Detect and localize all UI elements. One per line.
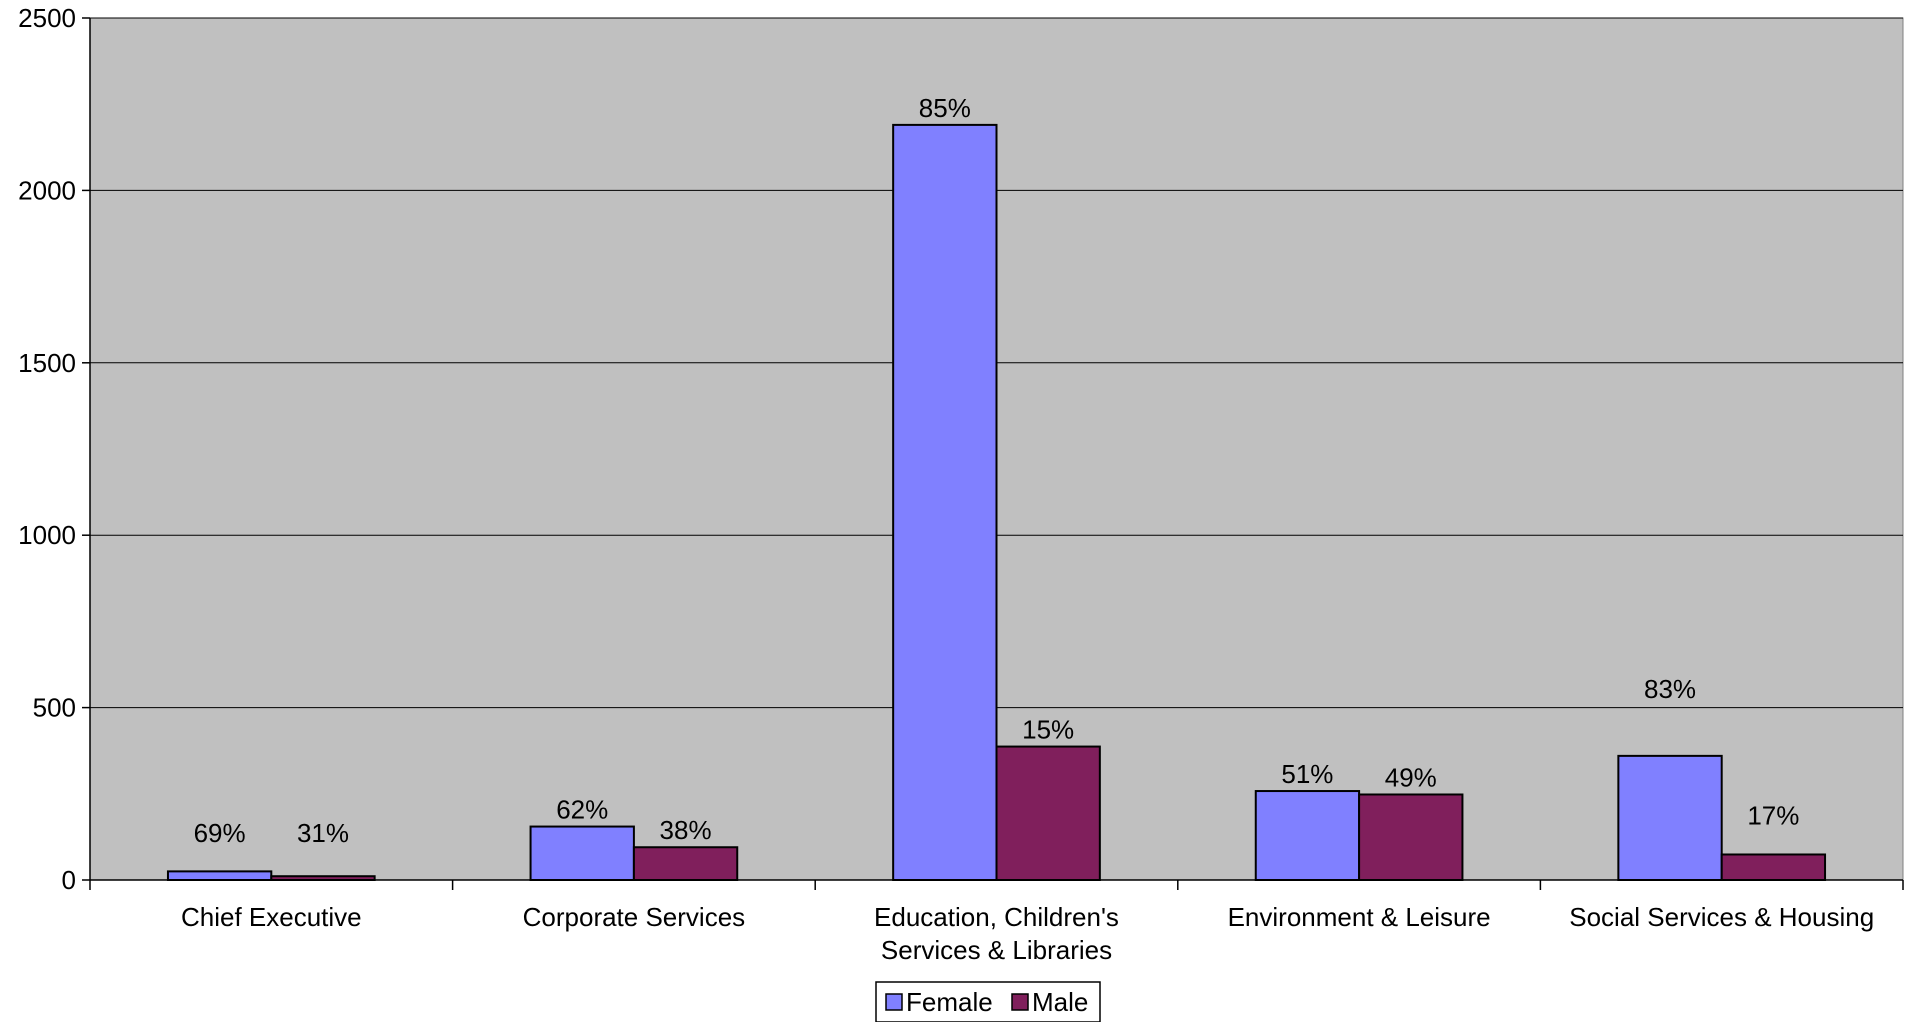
y-tick-label: 1500 [18, 348, 76, 378]
legend-label-male: Male [1032, 987, 1088, 1017]
y-tick-label: 0 [62, 865, 76, 895]
bar-male[interactable] [632, 846, 739, 882]
x-category-label: Services & Libraries [881, 935, 1112, 965]
y-tick-label: 2000 [18, 175, 76, 205]
data-label: 38% [660, 815, 712, 845]
x-category-label: Education, Children's [874, 902, 1119, 932]
bar-male[interactable] [1720, 853, 1827, 882]
data-label: 69% [194, 818, 246, 848]
bar-female[interactable] [1254, 790, 1361, 882]
bar-female[interactable] [1617, 754, 1723, 882]
bar-male[interactable] [270, 875, 376, 882]
bar-female[interactable] [892, 123, 998, 881]
bar-female[interactable] [529, 825, 635, 882]
data-label: 17% [1747, 800, 1799, 830]
data-label: 62% [556, 795, 608, 825]
data-label: 49% [1385, 762, 1437, 792]
data-label: 83% [1644, 674, 1696, 704]
legend-swatch-female [885, 993, 903, 1011]
data-label: 85% [919, 93, 971, 123]
legend-swatch-male [1011, 993, 1029, 1011]
bar-male[interactable] [995, 745, 1101, 881]
x-category-label: Social Services & Housing [1569, 902, 1874, 932]
y-tick-label: 2500 [18, 3, 76, 33]
x-category-label: Corporate Services [523, 902, 746, 932]
x-category-label: Environment & Leisure [1228, 902, 1491, 932]
legend-label-female: Female [906, 987, 993, 1017]
bar-male[interactable] [1358, 793, 1464, 882]
data-label: 51% [1281, 759, 1333, 789]
y-tick-label: 1000 [18, 520, 76, 550]
y-tick-label: 500 [33, 693, 76, 723]
data-label: 31% [297, 818, 349, 848]
x-category-label: Chief Executive [181, 902, 362, 932]
legend-box [875, 981, 1101, 1022]
data-label: 15% [1022, 715, 1074, 745]
bar-female[interactable] [166, 870, 273, 882]
